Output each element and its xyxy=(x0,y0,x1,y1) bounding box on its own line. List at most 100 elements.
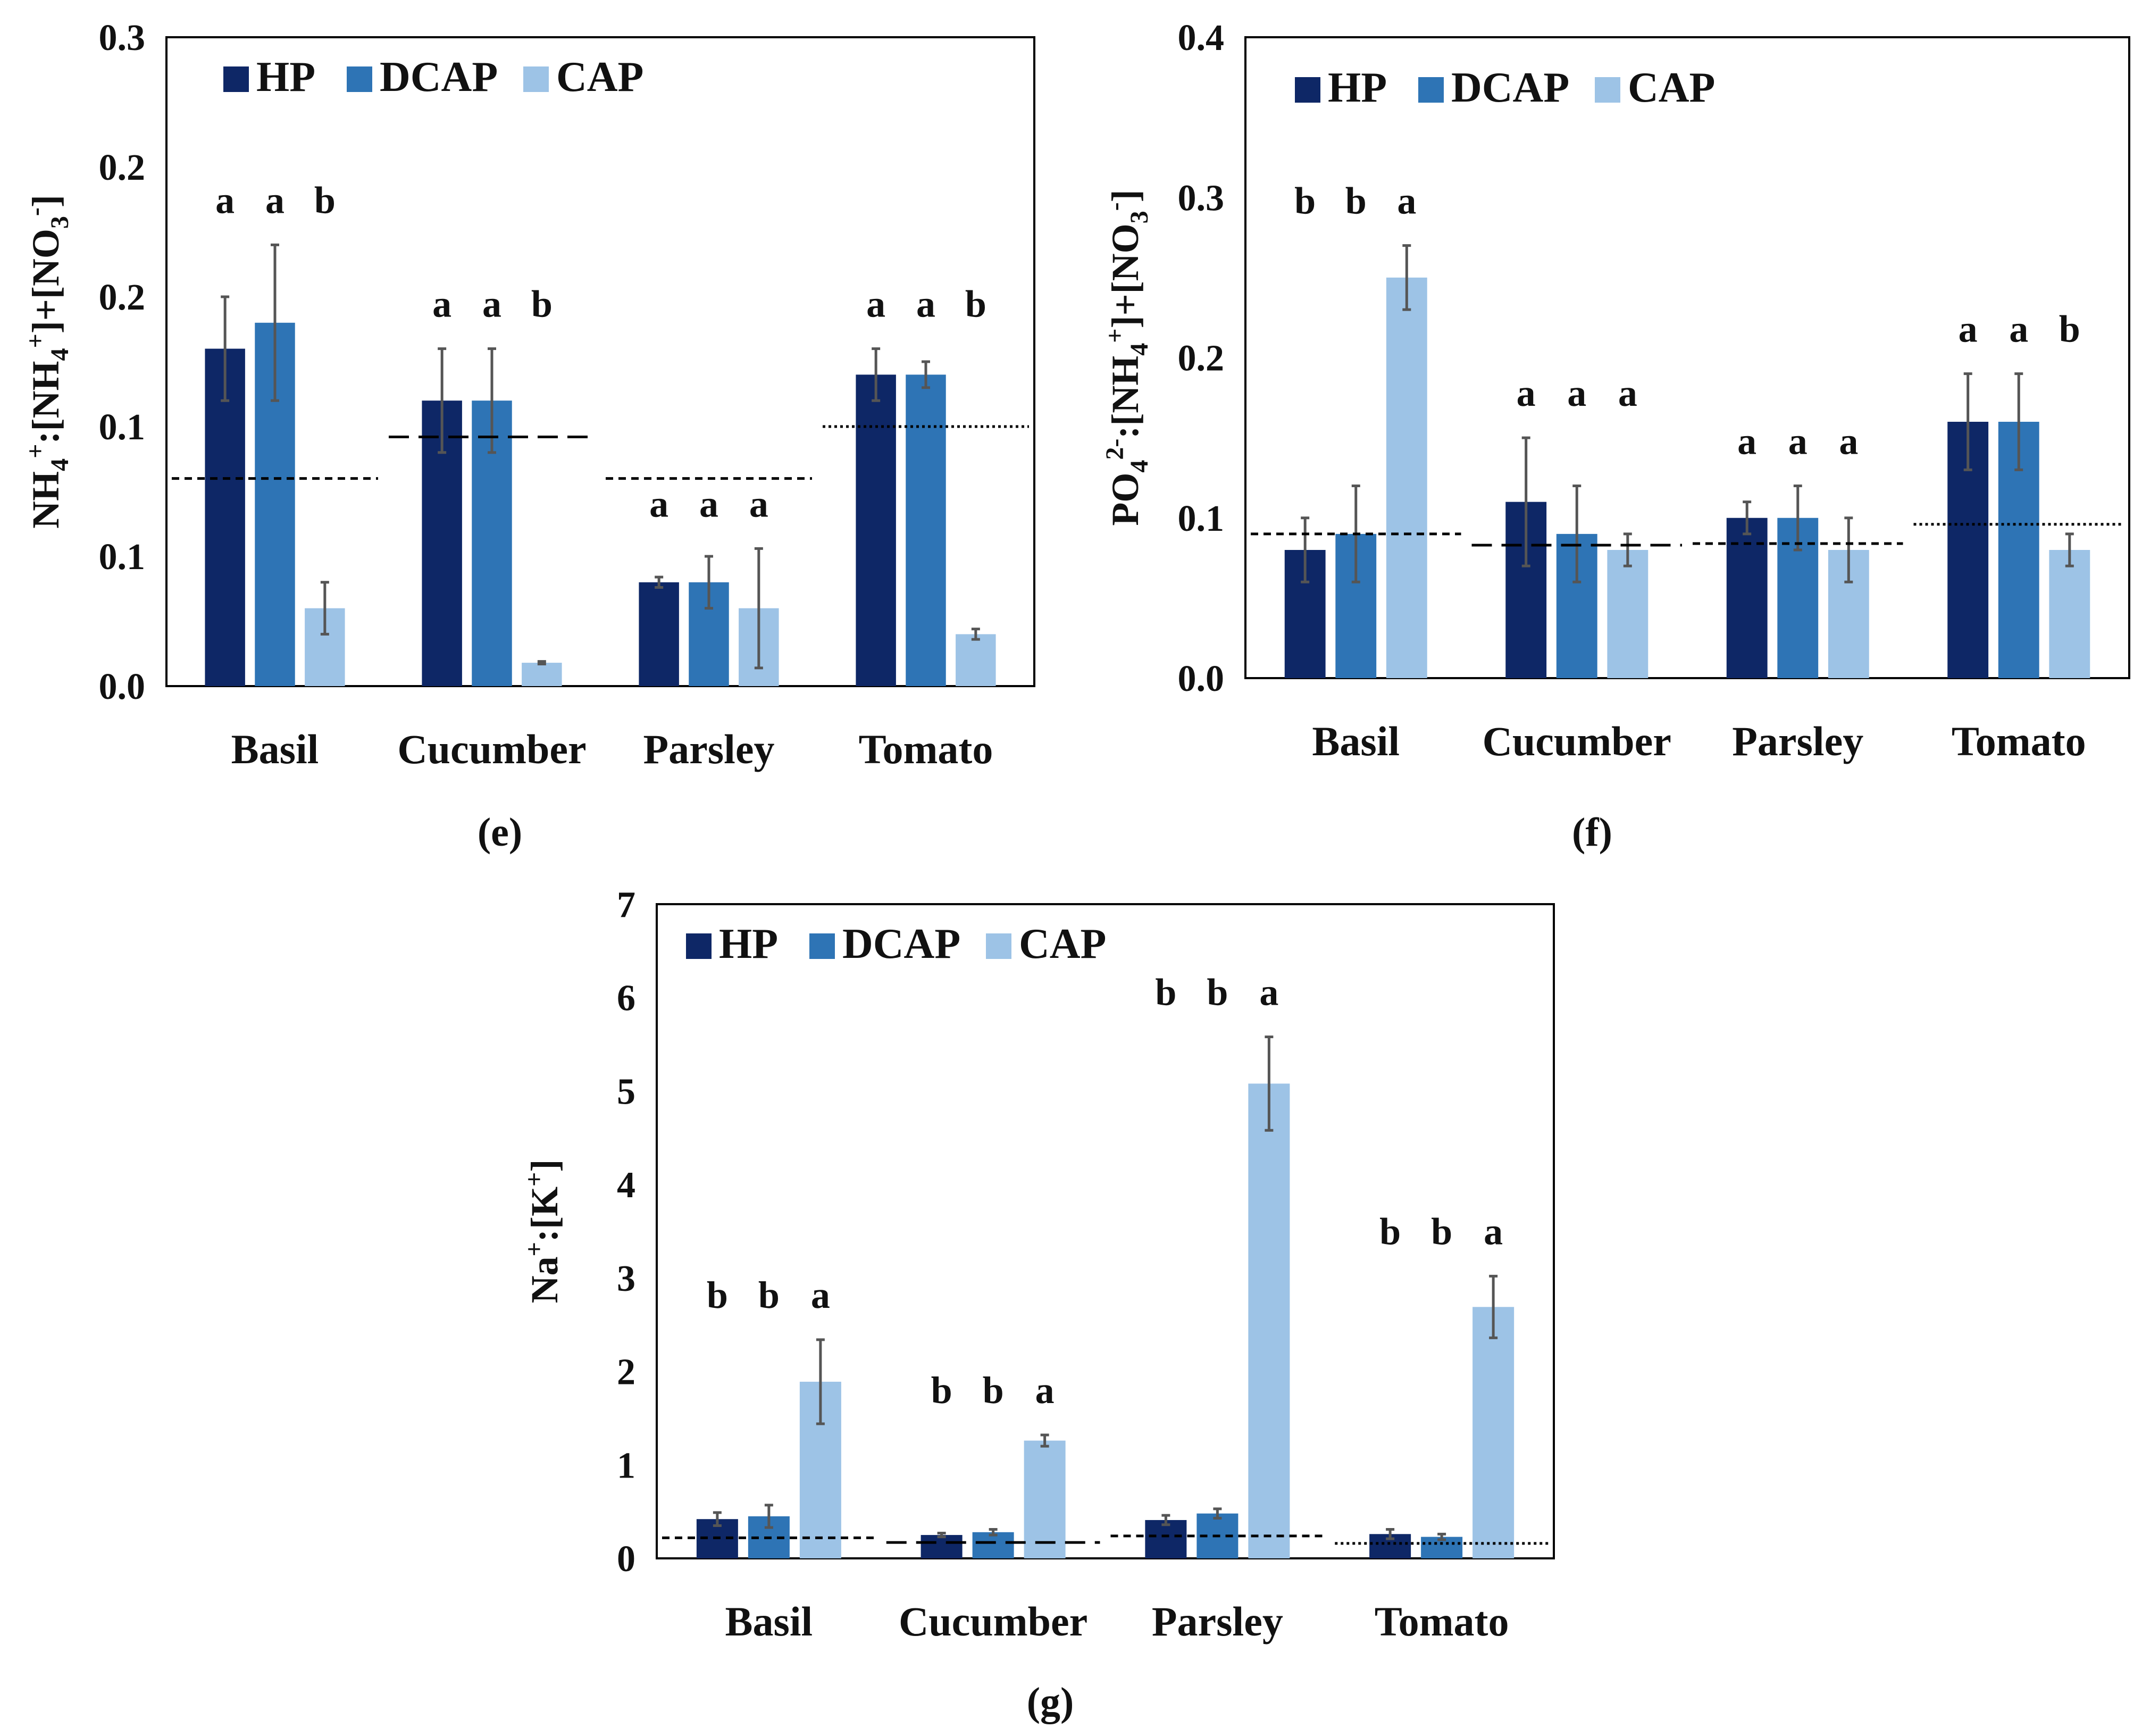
legend-label-cap: CAP xyxy=(1019,921,1106,967)
y-axis-label: Na+:[K+] xyxy=(520,1159,566,1304)
y-tick-label: 0.1 xyxy=(99,537,146,578)
y-tick-label: 0.2 xyxy=(1178,338,1225,379)
y-axis-label: NH4+:[NH4+]+[NO3-] xyxy=(21,195,74,529)
significance-letter: a xyxy=(1397,180,1416,222)
significance-letter: a xyxy=(1839,420,1858,463)
bar-hp-basil xyxy=(205,348,245,686)
significance-letter: a xyxy=(482,283,501,326)
y-tick-label: 0.4 xyxy=(1178,18,1225,59)
bar-dcap-tomato xyxy=(906,374,946,686)
y-tick-label: 2 xyxy=(617,1352,635,1393)
bar-cap-tomato xyxy=(956,634,996,686)
legend-label-hp: HP xyxy=(1328,64,1387,111)
significance-letter: a xyxy=(265,179,285,221)
significance-letter: b xyxy=(1379,1210,1401,1253)
legend-label-dcap: DCAP xyxy=(1451,64,1569,111)
bar-cap-tomato xyxy=(1472,1307,1515,1558)
significance-letter: b xyxy=(983,1369,1004,1412)
significance-letter: a xyxy=(1035,1369,1055,1412)
y-tick-label: 0.3 xyxy=(1178,178,1225,219)
y-axis-label: PO42-:[NH4+]+[NO3-] xyxy=(1101,189,1153,525)
y-tick-label: 0.1 xyxy=(99,407,146,448)
category-label-basil: Basil xyxy=(231,726,319,772)
significance-letter: b xyxy=(1345,180,1367,222)
legend-swatch-cap xyxy=(1595,77,1620,103)
significance-letter: a xyxy=(1567,372,1586,414)
significance-letter: a xyxy=(811,1274,830,1316)
legend-swatch-hp xyxy=(223,66,249,92)
plot-frame xyxy=(656,903,1555,1559)
category-label-parsley: Parsley xyxy=(1732,718,1863,764)
legend-label-cap: CAP xyxy=(1628,64,1715,111)
significance-letter: b xyxy=(1294,180,1316,222)
category-label-basil: Basil xyxy=(725,1598,813,1645)
significance-letter: a xyxy=(2009,308,2028,350)
bar-cap-parsley xyxy=(1248,1083,1290,1558)
significance-letter: a xyxy=(215,179,235,221)
y-tick-label: 0.2 xyxy=(99,277,146,318)
category-label-parsley: Parsley xyxy=(643,726,775,772)
y-tick-label: 1 xyxy=(617,1445,635,1486)
panel-label-e: (e) xyxy=(478,810,522,855)
category-label-cucumber: Cucumber xyxy=(1483,718,1671,764)
y-tick-label: 0.1 xyxy=(1178,498,1225,539)
significance-letter: b xyxy=(965,283,986,326)
significance-letter: a xyxy=(1618,372,1637,414)
y-tick-label: 4 xyxy=(617,1165,635,1206)
legend-label-dcap: DCAP xyxy=(842,921,960,967)
significance-letter: a xyxy=(1959,308,1978,350)
chart-panel-f: 0.0 0.1 0.2 0.3 0.4 PO42-:[NH4+]+[NO3-] Basil b… xyxy=(1101,18,2130,855)
bar-dcap-cucumber xyxy=(972,1532,1014,1558)
panel-label-g: (g) xyxy=(1027,1680,1074,1724)
significance-letter: b xyxy=(707,1274,728,1316)
legend-swatch-hp xyxy=(1295,77,1320,103)
panel-label-f: (f) xyxy=(1572,810,1612,855)
legend-swatch-dcap xyxy=(809,933,835,959)
category-label-cucumber: Cucumber xyxy=(397,726,586,772)
legend-label-dcap: DCAP xyxy=(380,54,498,101)
category-label-tomato: Tomato xyxy=(859,726,993,772)
significance-letter: a xyxy=(1259,971,1278,1014)
legend-label-hp: HP xyxy=(256,54,315,101)
bar-cap-cucumber xyxy=(522,663,562,686)
chart-panel-e: 0.0 0.1 0.1 0.2 0.2 0.3 NH4+:[NH4+]+[NO3-] Basi… xyxy=(21,18,1035,855)
y-tick-label: 6 xyxy=(617,978,635,1019)
significance-letter: a xyxy=(432,283,451,326)
bar-hp-parsley xyxy=(639,582,679,686)
significance-letter: a xyxy=(649,482,668,525)
legend-swatch-dcap xyxy=(347,66,372,92)
significance-letter: a xyxy=(916,283,935,326)
y-tick-label: 0.2 xyxy=(99,147,146,188)
significance-letter: b xyxy=(931,1369,952,1412)
y-tick-label: 0.3 xyxy=(99,18,146,59)
y-tick-label: 0.0 xyxy=(1178,658,1225,699)
significance-letter: a xyxy=(1737,420,1756,463)
plot-frame xyxy=(1244,36,2130,679)
y-tick-label: 7 xyxy=(617,884,635,925)
significance-letter: b xyxy=(1207,971,1228,1014)
legend-swatch-hp xyxy=(686,933,712,959)
significance-letter: b xyxy=(2059,308,2080,350)
legend-swatch-cap xyxy=(986,933,1011,959)
legend-swatch-cap xyxy=(523,66,549,92)
bar-hp-parsley xyxy=(1145,1520,1187,1558)
significance-letter: b xyxy=(1155,971,1176,1014)
significance-letter: a xyxy=(1484,1210,1503,1253)
bar-cap-tomato xyxy=(2049,550,2090,678)
category-label-parsley: Parsley xyxy=(1152,1598,1283,1645)
significance-letter: b xyxy=(314,179,336,221)
significance-letter: b xyxy=(1431,1210,1452,1253)
bar-hp-cucumber xyxy=(921,1535,963,1558)
significance-letter: a xyxy=(866,283,885,326)
plot-frame xyxy=(165,36,1035,687)
significance-letter: b xyxy=(531,283,553,326)
significance-letter: a xyxy=(1788,420,1808,463)
y-tick-label: 3 xyxy=(617,1258,635,1299)
category-label-cucumber: Cucumber xyxy=(899,1598,1087,1645)
significance-letter: a xyxy=(699,482,718,525)
y-tick-label: 0.0 xyxy=(99,666,146,707)
bar-hp-parsley xyxy=(1726,518,1768,678)
legend-label-cap: CAP xyxy=(556,54,643,101)
legend-label-hp: HP xyxy=(719,921,778,967)
category-label-tomato: Tomato xyxy=(1952,718,2086,764)
